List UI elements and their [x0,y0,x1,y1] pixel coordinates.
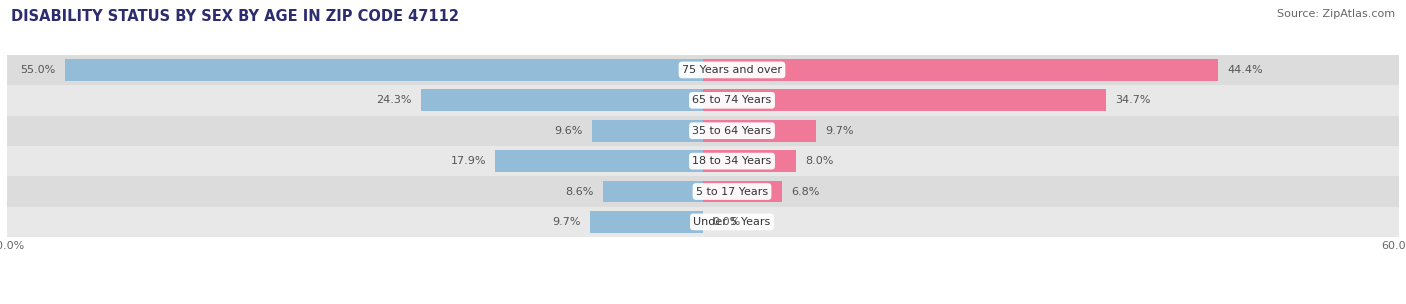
Bar [703,59,1218,81]
Text: 6.8%: 6.8% [792,187,820,196]
Text: 9.7%: 9.7% [825,126,853,136]
Text: 24.3%: 24.3% [377,95,412,105]
Bar [703,181,782,202]
Text: DISABILITY STATUS BY SEX BY AGE IN ZIP CODE 47112: DISABILITY STATUS BY SEX BY AGE IN ZIP C… [11,9,460,24]
Text: 5 to 17 Years: 5 to 17 Years [696,187,768,196]
Bar [591,211,703,233]
Text: 8.6%: 8.6% [565,187,593,196]
Bar [703,120,815,142]
Text: 44.4%: 44.4% [1227,65,1263,75]
Text: 18 to 34 Years: 18 to 34 Years [692,156,772,166]
Text: 0.0%: 0.0% [713,217,741,227]
Bar [7,207,1399,237]
Text: 9.6%: 9.6% [554,126,582,136]
Bar [65,59,703,81]
Bar [7,116,1399,146]
Text: 75 Years and over: 75 Years and over [682,65,782,75]
Bar [7,146,1399,176]
Bar [703,150,796,172]
Text: 17.9%: 17.9% [450,156,486,166]
Text: 55.0%: 55.0% [21,65,56,75]
Text: 9.7%: 9.7% [553,217,581,227]
Bar [703,89,1105,111]
Bar [495,150,703,172]
Text: Under 5 Years: Under 5 Years [693,217,770,227]
Bar [7,176,1399,207]
Text: 65 to 74 Years: 65 to 74 Years [692,95,772,105]
Text: 8.0%: 8.0% [806,156,834,166]
Text: Source: ZipAtlas.com: Source: ZipAtlas.com [1277,9,1395,19]
Bar [603,181,703,202]
Bar [7,85,1399,116]
Text: 34.7%: 34.7% [1115,95,1150,105]
Bar [592,120,703,142]
Text: 35 to 64 Years: 35 to 64 Years [692,126,772,136]
Bar [422,89,703,111]
Bar [7,55,1399,85]
